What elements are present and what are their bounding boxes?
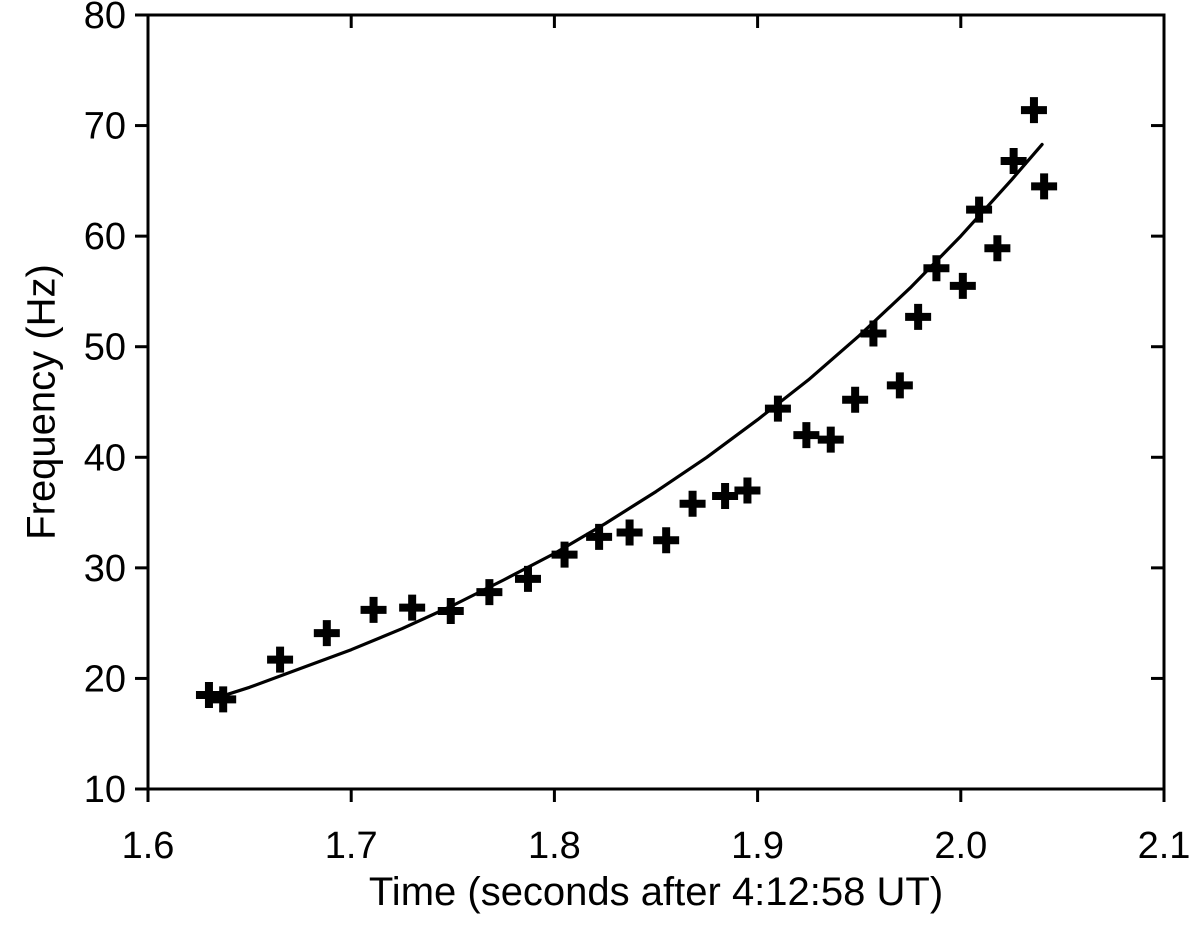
y-tick-label: 60 — [84, 216, 126, 258]
data-point-marker — [195, 682, 222, 709]
plot-frame — [146, 13, 1166, 791]
data-point-marker — [842, 386, 869, 413]
data-point-marker — [860, 320, 887, 347]
y-tick-label: 50 — [84, 327, 126, 369]
data-point-marker — [360, 596, 387, 623]
x-axis-title: Time (seconds after 4:12:58 UT) — [368, 870, 944, 914]
data-point-marker — [734, 477, 761, 504]
data-point-marker — [712, 482, 739, 509]
y-tick-label: 80 — [84, 0, 126, 37]
data-point-marker — [793, 422, 820, 449]
data-point-marker — [949, 272, 976, 299]
data-point-marker — [923, 255, 950, 282]
data-point-marker — [616, 519, 643, 546]
data-point-marker — [966, 196, 993, 223]
data-point-marker — [905, 303, 932, 330]
data-point-marker — [817, 426, 844, 453]
data-point-marker — [437, 597, 464, 624]
x-tick-label: 1.6 — [122, 825, 175, 867]
data-point-marker — [764, 395, 791, 422]
x-tick-label: 1.9 — [731, 825, 784, 867]
data-point-marker — [514, 565, 541, 592]
y-tick-label: 40 — [84, 437, 126, 479]
data-point-marker — [886, 372, 913, 399]
data-point-marker — [984, 235, 1011, 262]
data-point-marker — [313, 620, 340, 647]
x-tick-label: 2.0 — [934, 825, 987, 867]
data-point-marker — [1031, 173, 1058, 200]
y-tick-label: 20 — [84, 658, 126, 700]
data-point-marker — [551, 541, 578, 568]
x-tick-label: 2.1 — [1138, 825, 1191, 867]
data-point-marker — [267, 646, 294, 673]
data-point-marker — [653, 527, 680, 554]
y-tick-label: 10 — [84, 769, 126, 811]
data-point-marker — [679, 490, 706, 517]
y-axis-title: Frequency (Hz) — [19, 264, 64, 540]
y-tick-label: 70 — [84, 106, 126, 148]
fit-curve-line — [213, 142, 1044, 700]
y-tick-label: 30 — [84, 548, 126, 590]
data-point-marker — [210, 686, 237, 713]
x-tick-label: 1.8 — [528, 825, 581, 867]
data-point-marker — [1020, 97, 1047, 124]
data-point-marker — [399, 594, 426, 621]
x-tick-label: 1.7 — [325, 825, 378, 867]
data-point-marker — [476, 579, 503, 606]
data-point-marker — [1000, 147, 1027, 174]
data-point-marker — [586, 523, 613, 550]
